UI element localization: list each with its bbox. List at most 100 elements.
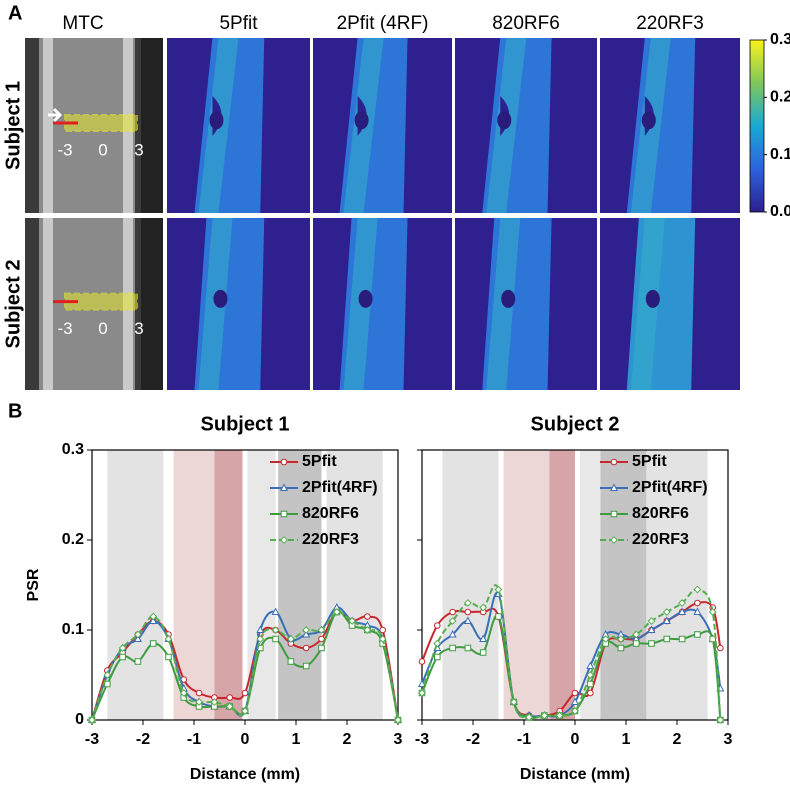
data-point	[709, 635, 716, 643]
shaded-region	[580, 450, 601, 720]
legend-label: 2Pfit(4RF)	[302, 479, 378, 496]
chart-title: Subject 1	[201, 413, 290, 435]
data-point	[708, 608, 717, 616]
data-point	[601, 635, 610, 643]
x-axis-label: Distance (mm)	[520, 766, 630, 783]
x-tick-label: -3	[415, 731, 429, 748]
data-point	[663, 635, 671, 643]
x-axis-label: Distance (mm)	[190, 766, 300, 783]
legend-marker	[610, 510, 618, 518]
data-point	[302, 662, 310, 670]
mtc-edge	[141, 218, 163, 390]
data-point	[179, 689, 188, 697]
data-point	[479, 603, 488, 612]
data-point	[494, 585, 503, 594]
data-point	[449, 644, 456, 652]
data-point	[571, 689, 579, 697]
column-label: MTC	[62, 13, 103, 34]
data-point	[417, 679, 427, 687]
data-point	[678, 599, 687, 607]
shaded-region	[326, 450, 383, 720]
shaded-region	[214, 450, 243, 720]
x-tick-label: -1	[517, 731, 531, 748]
data-point	[678, 635, 686, 643]
data-point	[241, 689, 249, 697]
data-point	[662, 616, 671, 624]
legend-label: 2Pfit(4RF)	[632, 479, 708, 496]
data-point	[586, 661, 595, 669]
x-tick-label: 2	[343, 731, 352, 748]
map-lesion	[209, 111, 224, 130]
data-point	[617, 644, 625, 652]
colorbar	[749, 39, 765, 213]
data-point	[119, 653, 126, 661]
mtc-wall	[43, 38, 53, 213]
legend-marker	[279, 483, 289, 491]
data-point	[571, 707, 579, 715]
data-point	[149, 640, 157, 647]
image-label: 0	[98, 319, 107, 338]
data-point	[418, 658, 426, 665]
data-point	[256, 625, 265, 633]
data-point	[448, 629, 457, 638]
shaded-region	[442, 450, 499, 720]
row-label: Subject 2	[2, 260, 24, 349]
shaded-region	[278, 450, 322, 720]
x-tick-label: 1	[622, 731, 631, 748]
x-tick-label: -2	[136, 731, 150, 748]
data-point	[133, 634, 142, 642]
data-point	[434, 622, 441, 629]
y-axis-label: PSR	[25, 568, 42, 601]
data-point	[678, 607, 687, 615]
data-point	[479, 634, 488, 642]
data-point	[363, 626, 372, 634]
data-point	[195, 698, 204, 706]
data-point	[225, 702, 234, 711]
data-point	[149, 616, 158, 624]
shaded-region	[503, 450, 550, 720]
image-label: -3	[57, 140, 72, 159]
data-point	[88, 716, 96, 724]
data-point	[378, 635, 387, 643]
x-tick-label: -3	[85, 731, 99, 748]
data-point	[394, 716, 402, 724]
data-point	[332, 608, 341, 616]
y-tick-label: 0.1	[62, 621, 84, 638]
x-tick-label: 3	[724, 731, 733, 748]
data-point	[648, 640, 655, 647]
data-point	[210, 698, 219, 706]
map-lesion	[641, 111, 656, 130]
legend-label: 820RF6	[632, 505, 689, 522]
data-point	[348, 617, 357, 625]
data-point	[464, 644, 472, 652]
x-tick-label: 1	[292, 731, 301, 748]
image-label: -3	[57, 319, 72, 338]
shaded-region	[646, 450, 708, 720]
x-tick-label: 0	[571, 731, 580, 748]
legend-label: 5Pfit	[632, 453, 667, 470]
row-label: Subject 1	[2, 81, 24, 170]
data-point	[570, 697, 580, 705]
data-point	[463, 616, 472, 624]
image-label: 3	[134, 319, 143, 338]
data-point	[587, 680, 594, 688]
mtc-edge	[141, 38, 163, 213]
data-point	[103, 671, 112, 679]
data-point	[632, 640, 640, 647]
map-lesion	[497, 111, 512, 130]
image-grid: MTC 5Pfit 2Pfit (4RF) 820RF6 220RF3 Subject 1…	[2, 13, 790, 390]
chart-title: Subject 2	[531, 413, 620, 435]
mtc-wall	[43, 218, 53, 390]
data-point	[717, 644, 724, 652]
data-point	[133, 630, 142, 639]
legend-marker	[609, 483, 619, 491]
data-point	[149, 612, 158, 621]
colorbar-tick-label: 0.3	[770, 31, 790, 48]
data-point	[164, 635, 173, 643]
shaded-region	[549, 450, 575, 720]
y-tick-label: 0.3	[62, 441, 84, 458]
legend-marker	[610, 536, 618, 544]
data-point	[433, 639, 442, 648]
data-point	[464, 608, 472, 616]
data-point	[587, 689, 594, 697]
